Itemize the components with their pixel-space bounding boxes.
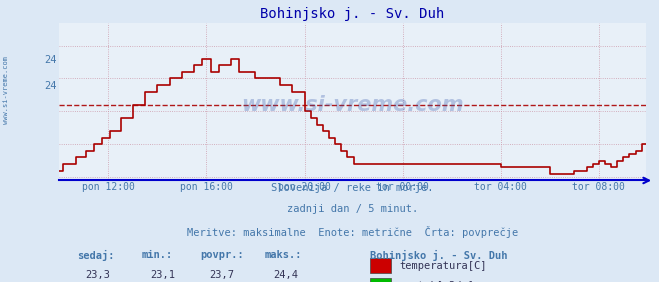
Text: www.si-vreme.com: www.si-vreme.com bbox=[241, 95, 464, 115]
Text: 23,7: 23,7 bbox=[209, 270, 234, 280]
Text: temperatura[C]: temperatura[C] bbox=[399, 261, 487, 271]
Text: pretok[m3/s]: pretok[m3/s] bbox=[399, 281, 474, 282]
Text: min.:: min.: bbox=[142, 250, 173, 259]
Text: zadnji dan / 5 minut.: zadnji dan / 5 minut. bbox=[287, 204, 418, 214]
Title: Bohinjsko j. - Sv. Duh: Bohinjsko j. - Sv. Duh bbox=[260, 7, 445, 21]
Text: Slovenija / reke in morje.: Slovenija / reke in morje. bbox=[272, 183, 434, 193]
Bar bbox=[370, 258, 391, 274]
Text: 24,4: 24,4 bbox=[273, 270, 299, 280]
Text: maks.:: maks.: bbox=[264, 250, 302, 259]
Text: Bohinjsko j. - Sv. Duh: Bohinjsko j. - Sv. Duh bbox=[370, 250, 507, 261]
Text: povpr.:: povpr.: bbox=[200, 250, 244, 259]
Bar bbox=[370, 278, 391, 282]
Text: 23,3: 23,3 bbox=[86, 270, 111, 280]
Text: Meritve: maksimalne  Enote: metrične  Črta: povprečje: Meritve: maksimalne Enote: metrične Črta… bbox=[187, 226, 518, 237]
Text: sedaj:: sedaj: bbox=[77, 250, 115, 261]
Text: www.si-vreme.com: www.si-vreme.com bbox=[3, 56, 9, 124]
Text: 23,1: 23,1 bbox=[150, 270, 175, 280]
